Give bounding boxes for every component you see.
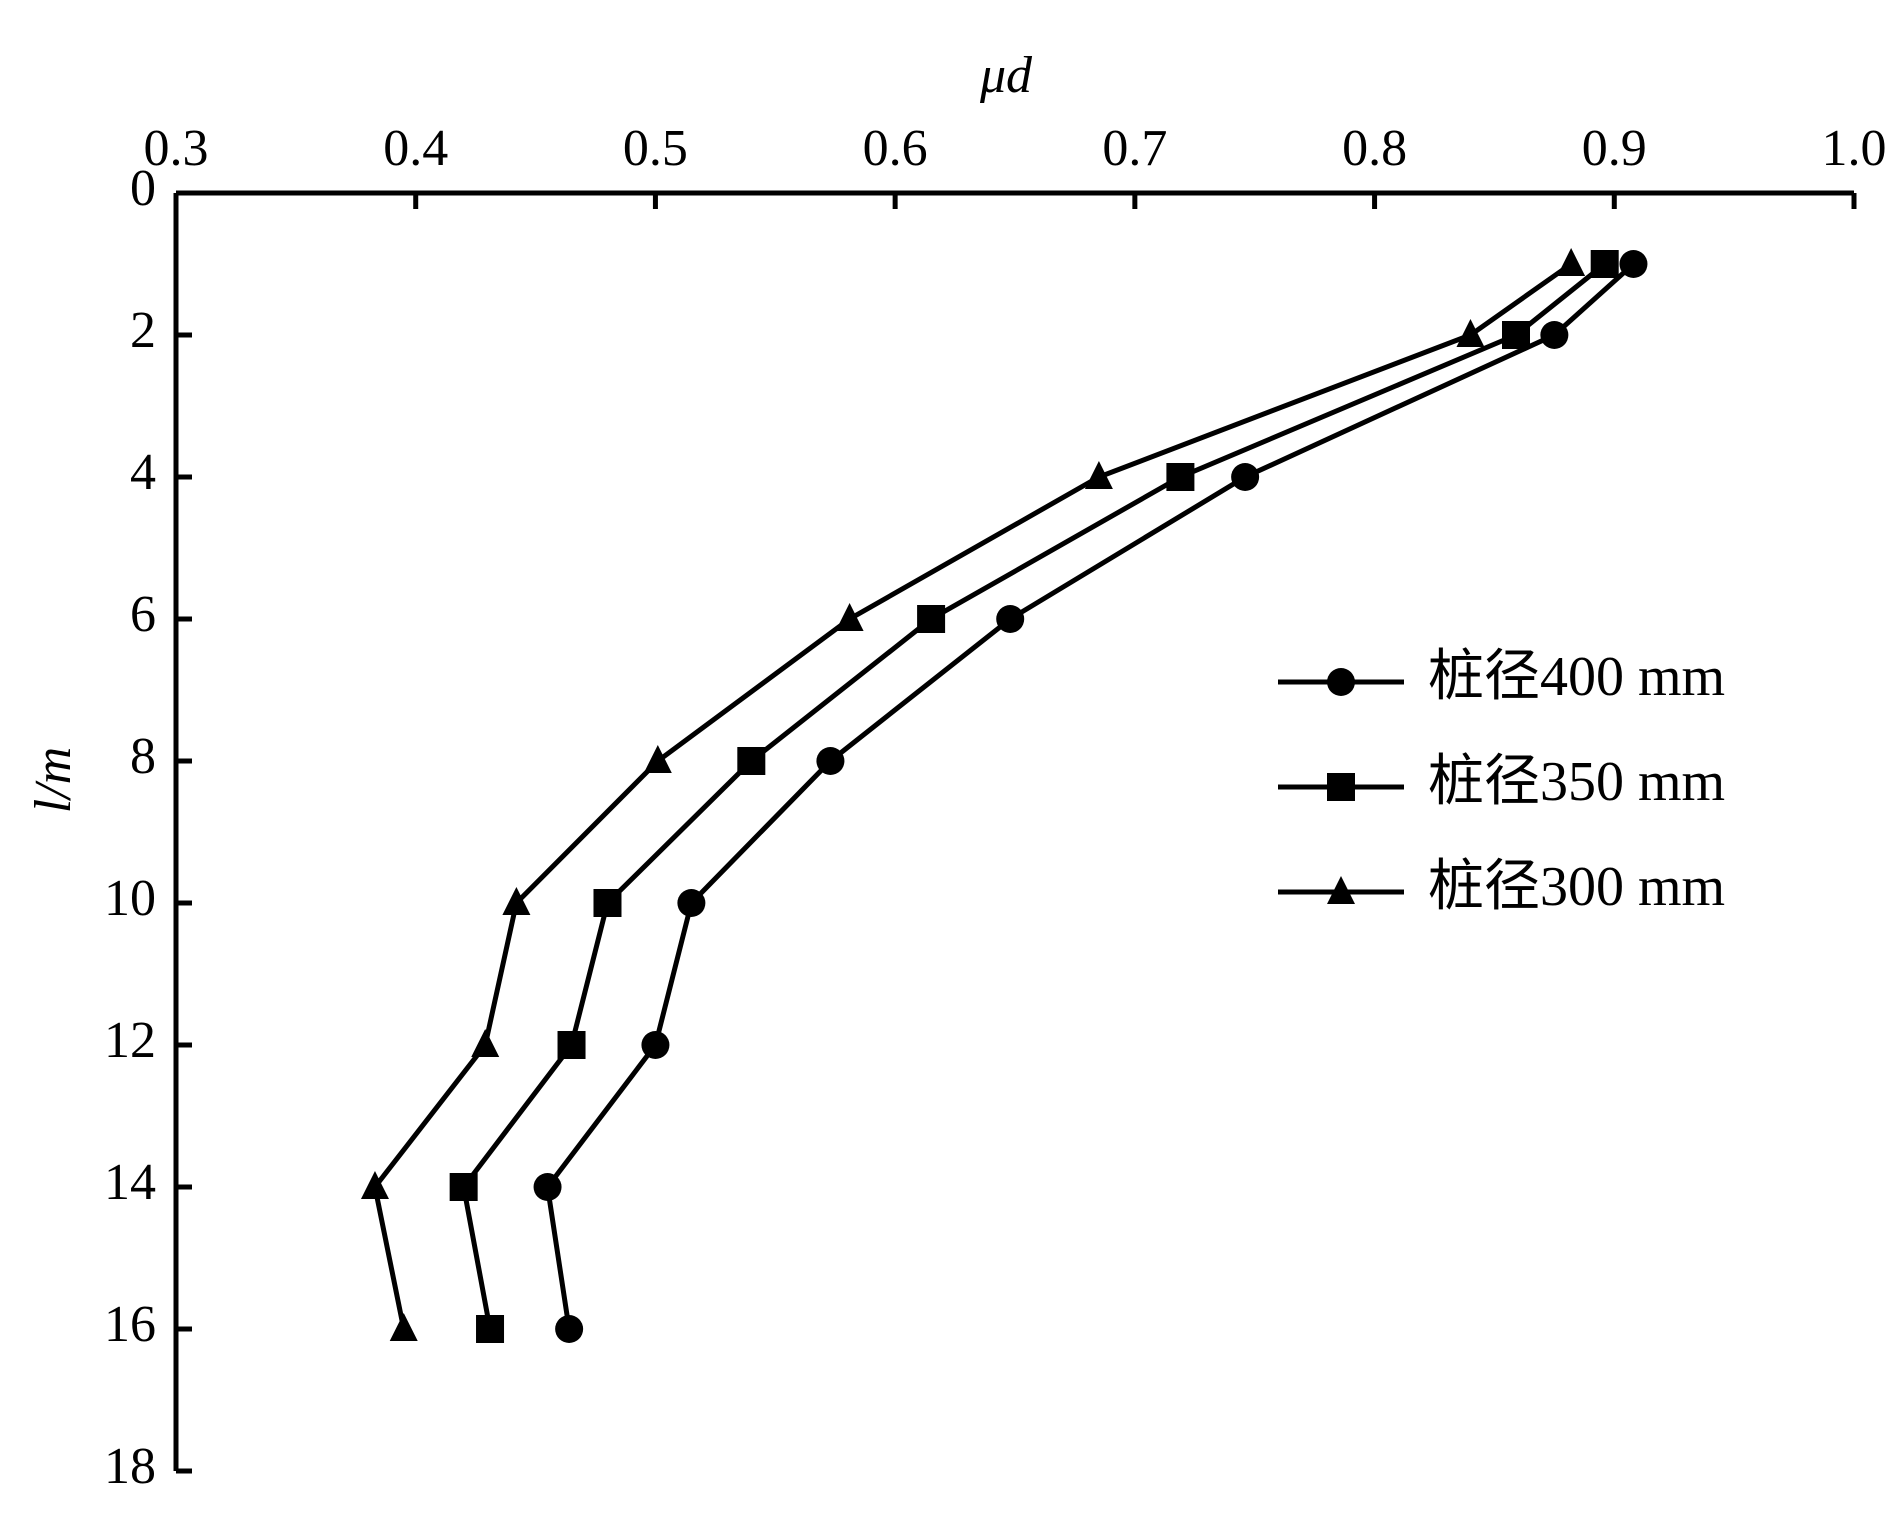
y-tick-label: 10: [104, 870, 156, 927]
y-axis-label: l/m: [25, 747, 82, 813]
y-tick-label: 4: [130, 444, 156, 501]
x-tick-label: 0.9: [1582, 120, 1647, 177]
marker: [1619, 250, 1648, 278]
marker: [502, 887, 531, 915]
marker: [643, 745, 672, 773]
legend-marker: [1327, 876, 1355, 904]
x-tick-label: 0.6: [863, 120, 928, 177]
marker: [1540, 321, 1569, 349]
marker: [389, 1313, 418, 1341]
marker: [737, 747, 766, 775]
marker: [1231, 463, 1260, 491]
legend-marker: [1327, 668, 1355, 696]
marker: [593, 889, 622, 917]
marker: [533, 1173, 562, 1201]
marker: [557, 1031, 586, 1059]
marker: [1557, 248, 1586, 276]
marker: [835, 603, 864, 631]
series-line: [372, 261, 1573, 1330]
y-tick-label: 6: [130, 586, 156, 643]
x-tick-label: 0.3: [144, 120, 209, 177]
y-tick-label: 18: [104, 1438, 156, 1495]
y-tick-label: 0: [130, 160, 156, 217]
marker: [1456, 319, 1485, 347]
marker: [917, 605, 946, 633]
marker: [1084, 461, 1113, 489]
legend-label: 桩径400 mm: [1428, 646, 1725, 708]
marker: [449, 1173, 478, 1201]
y-tick-label: 16: [104, 1296, 156, 1353]
y-tick-label: 2: [130, 302, 156, 359]
x-tick-label: 0.8: [1342, 120, 1407, 177]
marker: [555, 1315, 584, 1343]
marker: [677, 889, 706, 917]
legend-label: 桩径300 mm: [1428, 856, 1725, 918]
marker: [1166, 463, 1195, 491]
marker: [996, 605, 1025, 633]
marker: [641, 1031, 670, 1059]
y-tick-label: 12: [104, 1012, 156, 1069]
marker: [360, 1171, 389, 1199]
y-tick-label: 14: [104, 1154, 156, 1211]
x-tick-label: 0.5: [623, 120, 688, 177]
marker: [476, 1315, 505, 1343]
x-tick-label: 1.0: [1822, 120, 1887, 177]
y-tick-label: 8: [130, 728, 156, 785]
legend-label: 桩径350 mm: [1428, 751, 1725, 813]
marker: [1590, 250, 1619, 278]
marker: [1502, 321, 1531, 349]
legend-marker: [1327, 773, 1355, 801]
x-tick-label: 0.4: [383, 120, 448, 177]
x-axis-label: μd: [979, 47, 1033, 104]
marker: [816, 747, 845, 775]
marker: [471, 1029, 500, 1057]
x-tick-label: 0.7: [1102, 120, 1167, 177]
